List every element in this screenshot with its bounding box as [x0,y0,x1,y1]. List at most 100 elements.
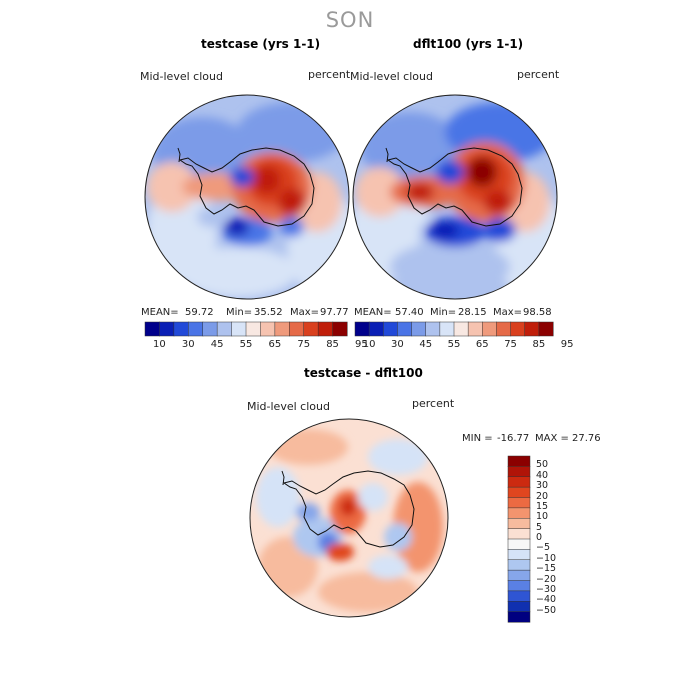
colorbar-swatch [507,507,531,519]
colorbar-swatch [467,321,483,337]
colorbar-swatch [159,321,175,337]
colorbar-tick-label: 40 [536,469,549,481]
colorbar-swatch [507,476,531,488]
colorbar-swatch [188,321,204,337]
panel3-max-label: MAX = [535,433,569,444]
colorbar-tick-label: 30 [181,339,195,350]
colorbar-swatch [317,321,334,337]
panel2-colorbar [354,321,554,337]
colorbar-tick-label: 10 [536,511,549,523]
colorbar-tick-label: 45 [419,339,433,350]
panel2-map [352,94,558,300]
colorbar-tick-label: 10 [153,339,166,350]
panel2-mean-label: MEAN= [354,307,392,318]
panel3-title: testcase - dflt100 [304,366,423,380]
colorbar-tick-label: 0 [536,532,543,543]
colorbar-swatch [507,528,531,540]
panel3-right-label: percent [412,397,455,410]
colorbar-swatch [507,466,531,478]
colorbar-swatch [507,590,531,602]
panel2-min-label: Min= [430,307,457,318]
colorbar-swatch [496,321,512,337]
panel3-left-label: Mid-level cloud [247,400,330,413]
colorbar-swatch [507,611,531,623]
colorbar-swatch [507,549,531,561]
colorbar-tick-label: 30 [536,480,549,492]
colorbar-tick-label: 95 [355,339,368,350]
panel1-max-label: Max= [290,307,320,318]
colorbar-swatch [354,321,370,337]
colorbar-tick-label: 85 [326,339,339,350]
colorbar-tick-label: 30 [391,339,404,350]
panel1-colorbar [144,321,348,337]
colorbar-swatch [510,321,526,337]
colorbar-tick-label: −30 [536,583,557,595]
panel3-map [249,418,449,618]
panel1-right-label: percent [308,68,351,81]
colorbar-swatch [397,321,413,337]
colorbar-swatch [260,321,276,337]
colorbar-tick-label: 45 [210,339,224,350]
colorbar-swatch [538,321,554,337]
colorbar-swatch [453,321,469,337]
colorbar-tick-label: 20 [536,490,549,502]
colorbar-tick-label: 50 [536,459,549,471]
panel3-max-value: 27.76 [572,433,601,444]
colorbar-tick-label: −5 [536,542,551,554]
panel1-map [144,94,350,300]
panel2-max-value: 98.58 [523,307,552,318]
colorbar-tick-label: −10 [536,552,557,564]
colorbar-swatch [507,518,531,530]
panel2-title: dflt100 (yrs 1-1) [413,37,524,51]
colorbar-tick-label: 10 [362,339,376,350]
colorbar-swatch [144,321,160,337]
panel3-min-value: -16.77 [497,433,530,444]
colorbar-tick-label: 5 [536,521,543,533]
panel2-min-value: 28.15 [458,307,487,318]
colorbar-swatch [274,321,290,337]
panel2-max-label: Max= [493,307,523,318]
colorbar-swatch [507,455,531,467]
panel3-colorbar [507,455,531,623]
colorbar-tick-label: 75 [297,339,311,350]
colorbar-swatch [507,486,531,499]
colorbar-swatch [507,569,531,582]
panel1-mean-label: MEAN= [141,307,179,318]
colorbar-swatch [303,321,319,337]
panel1-mean-value: 59.72 [185,307,214,318]
figure-title: SON [325,8,375,32]
colorbar-swatch [332,321,348,337]
colorbar-tick-label: 15 [536,500,549,512]
colorbar-swatch [482,321,497,337]
colorbar-swatch [289,321,305,337]
colorbar-tick-label: −15 [536,563,557,575]
panel1-max-value: 97.77 [320,307,349,318]
colorbar-swatch [507,538,531,550]
colorbar-swatch [507,559,531,571]
colorbar-swatch [411,321,427,337]
colorbar-tick-label: 95 [560,339,574,350]
colorbar-tick-label: 55 [447,339,461,350]
colorbar-swatch [245,321,261,337]
colorbar-swatch [173,321,189,337]
panel2-mean-value: 57.40 [395,307,424,318]
panel1-title: testcase (yrs 1-1) [201,37,321,51]
panel1-min-value: 35.52 [254,307,283,318]
panel3-min-label: MIN = [462,433,493,444]
colorbar-swatch [202,321,218,337]
panel1-min-label: Min= [226,307,253,318]
colorbar-swatch [524,321,540,337]
colorbar-swatch [507,497,531,509]
colorbar-swatch [439,321,455,337]
panel2-left-label: Mid-level cloud [350,70,433,83]
colorbar-swatch [368,321,384,337]
colorbar-tick-label: 65 [475,339,489,350]
colorbar-tick-label: 65 [268,339,282,350]
colorbar-swatch [231,321,247,337]
colorbar-swatch [507,580,531,592]
colorbar-swatch [507,601,531,613]
colorbar-tick-label: 85 [532,339,546,350]
colorbar-swatch [216,321,233,337]
colorbar-swatch [383,321,398,337]
colorbar-swatch [425,321,441,337]
